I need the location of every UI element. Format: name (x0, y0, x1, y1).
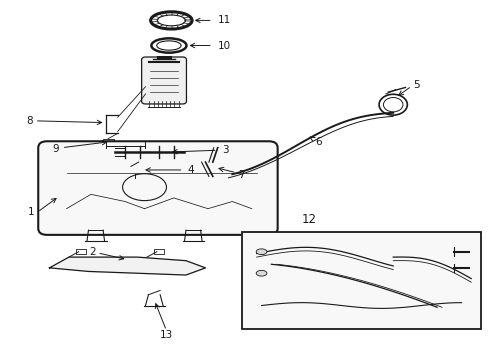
Polygon shape (49, 257, 205, 275)
Text: 10: 10 (217, 41, 230, 50)
Text: 8: 8 (26, 116, 32, 126)
Bar (154, 249, 163, 253)
Bar (76, 249, 86, 253)
FancyBboxPatch shape (142, 57, 186, 104)
Bar (242, 232, 480, 329)
Text: 11: 11 (217, 15, 230, 26)
FancyBboxPatch shape (38, 141, 277, 235)
Text: 1: 1 (28, 207, 35, 217)
Ellipse shape (256, 249, 266, 255)
Text: 12: 12 (301, 212, 316, 226)
Bar (127, 166, 142, 174)
Text: 5: 5 (412, 80, 419, 90)
Text: 4: 4 (186, 165, 193, 175)
Text: 13: 13 (160, 330, 173, 340)
Text: 2: 2 (89, 247, 96, 257)
Text: 7: 7 (237, 170, 244, 180)
Text: 9: 9 (53, 144, 59, 154)
Text: 6: 6 (315, 138, 321, 147)
Text: 3: 3 (222, 145, 229, 155)
Bar (103, 139, 114, 145)
Ellipse shape (256, 270, 266, 276)
